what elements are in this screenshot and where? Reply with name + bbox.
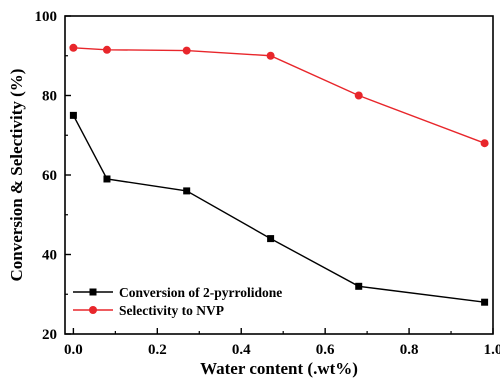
data-point: [266, 51, 275, 60]
legend-label: Conversion of 2-pyrrolidone: [119, 285, 282, 300]
data-point: [69, 43, 78, 52]
x-tick-label: 0.6: [316, 342, 335, 358]
series-line: [73, 47, 485, 144]
x-axis: 0.0 0.2 0.4 0.6 0.8 1.0: [64, 328, 500, 358]
data-point: [267, 235, 275, 243]
data-point: [183, 187, 191, 195]
y-axis-label: Conversion & Selectivity (%): [7, 69, 26, 282]
legend-marker: [89, 288, 97, 296]
x-tick-label: 0.0: [64, 342, 83, 358]
legend-item: Selectivity to NVP: [73, 303, 224, 318]
data-point: [102, 45, 111, 54]
legend: Conversion of 2-pyrrolidone Selectivity t…: [73, 285, 282, 318]
legend-label: Selectivity to NVP: [119, 303, 224, 318]
y-tick-label: 40: [42, 248, 57, 264]
y-tick-label: 80: [42, 89, 57, 105]
x-tick-label: 0.2: [148, 342, 167, 358]
data-point: [182, 46, 191, 55]
x-axis-label: Water content (.wt%): [200, 359, 358, 378]
series-1: [69, 111, 489, 306]
data-point: [481, 298, 489, 306]
series-2: [69, 43, 489, 148]
y-tick-label: 60: [42, 168, 57, 184]
data-point: [355, 282, 363, 290]
x-tick-label: 0.4: [232, 342, 251, 358]
legend-marker: [89, 306, 97, 314]
data-point: [354, 91, 363, 100]
y-tick-label: 100: [35, 9, 58, 25]
y-tick-label: 20: [42, 327, 57, 343]
series-line: [72, 115, 485, 303]
y-axis: 20 40 60 80 100: [35, 9, 71, 343]
x-tick-label: 1.0: [484, 342, 500, 358]
series-layer: [69, 43, 489, 306]
x-tick-label: 0.8: [400, 342, 419, 358]
legend-item: Conversion of 2-pyrrolidone: [73, 285, 282, 300]
data-point: [69, 111, 77, 119]
data-point: [103, 175, 111, 183]
data-point: [480, 139, 489, 148]
